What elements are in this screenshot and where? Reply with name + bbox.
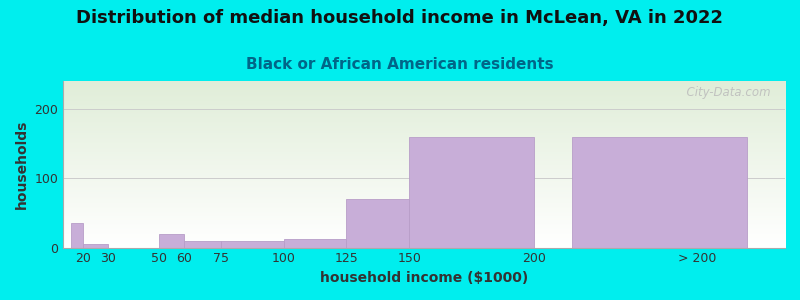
Text: Black or African American residents: Black or African American residents (246, 57, 554, 72)
Bar (409, 136, 534, 248)
Bar (183, 241, 221, 248)
Text: Distribution of median household income in McLean, VA in 2022: Distribution of median household income … (77, 9, 723, 27)
X-axis label: household income ($1000): household income ($1000) (320, 271, 528, 285)
Bar (158, 234, 183, 248)
Y-axis label: households: households (15, 120, 29, 209)
Bar (284, 239, 346, 247)
Bar (71, 223, 83, 247)
Bar (572, 136, 747, 248)
Bar (346, 199, 409, 248)
Bar (221, 241, 284, 248)
Text: City-Data.com: City-Data.com (679, 86, 770, 99)
Bar (83, 244, 108, 248)
